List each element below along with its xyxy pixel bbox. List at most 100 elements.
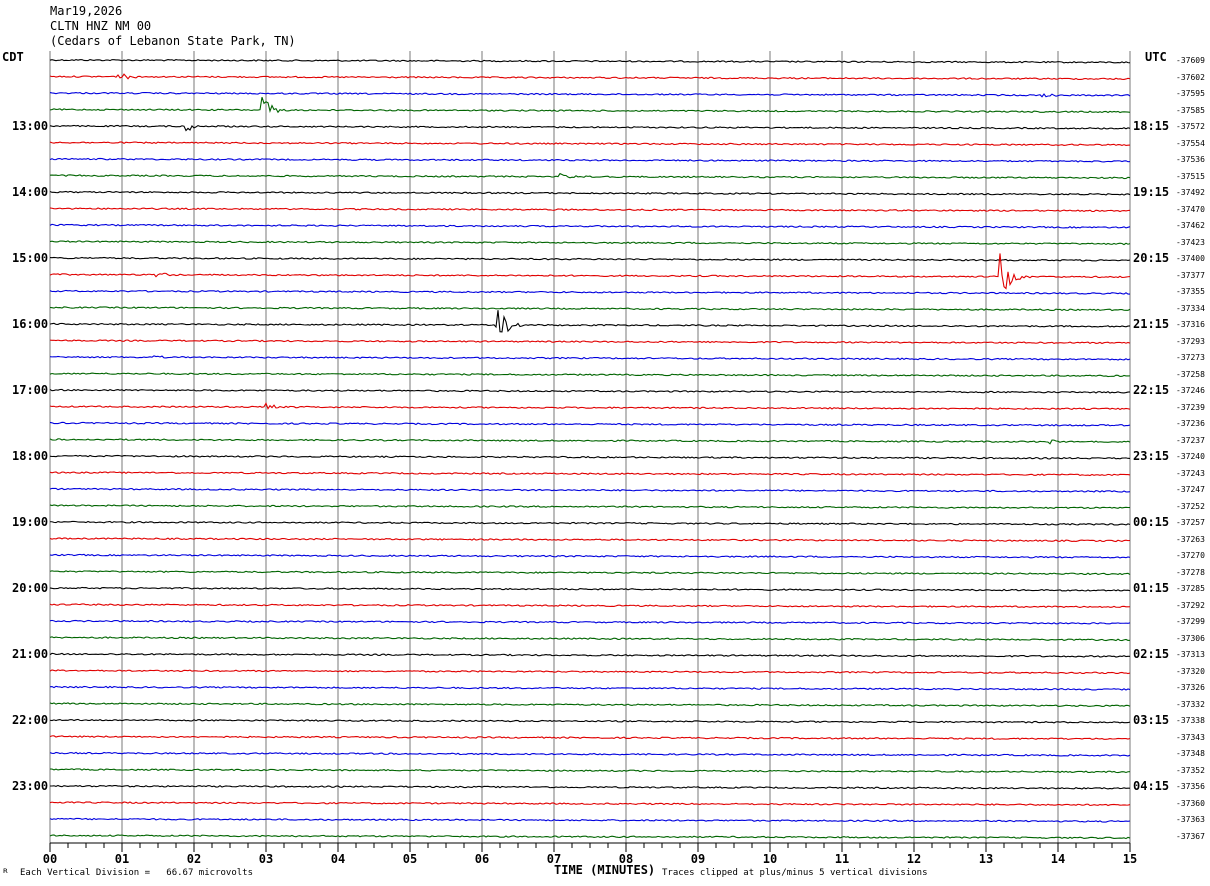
left-hour-label: 17:00 [12, 383, 49, 397]
trace-value-label: -37278 [1176, 567, 1205, 577]
trace-value-label: -37313 [1176, 650, 1205, 659]
trace-line [49, 306, 1131, 312]
trace-value-label: -37273 [1176, 353, 1205, 362]
trace-value-label: -37246 [1176, 386, 1205, 395]
trace-value-label: -37602 [1176, 72, 1205, 82]
x-tick-label: 01 [114, 852, 130, 866]
x-tick-label: 12 [906, 852, 922, 866]
trace-line [49, 702, 1131, 707]
right-timezone: UTC [1145, 50, 1167, 64]
trace-line [49, 669, 1131, 675]
trace-value-label: -37237 [1176, 435, 1205, 445]
right-hour-label: 01:15 [1133, 581, 1170, 595]
trace-value-label: -37332 [1176, 699, 1205, 709]
x-tick-label: 15 [1122, 852, 1138, 866]
trace-line [49, 454, 1131, 460]
right-hour-label: 03:15 [1133, 713, 1170, 727]
right-hour-label: 20:15 [1133, 251, 1170, 265]
trace-line [49, 636, 1131, 642]
right-hour-label: 00:15 [1133, 515, 1170, 529]
x-tick-label: 03 [258, 852, 274, 866]
trace-line [49, 207, 1131, 213]
trace-value-label: -37348 [1176, 749, 1205, 758]
trace-line [49, 471, 1131, 477]
trace-line [49, 817, 1131, 823]
x-tick-label: 09 [690, 852, 706, 866]
trace-line [49, 339, 1131, 345]
trace-line [49, 289, 1131, 295]
trace-value-label: -37423 [1176, 237, 1205, 247]
trace-value-label: -37306 [1176, 633, 1205, 643]
trace-value-label: -37239 [1176, 402, 1205, 412]
left-hour-label: 22:00 [12, 713, 49, 727]
x-tick-label: 11 [834, 852, 850, 866]
trace-value-label: -37400 [1176, 254, 1205, 263]
trace-value-label: -37377 [1176, 270, 1205, 280]
trace-line [49, 91, 1131, 98]
trace-value-label: -37585 [1176, 105, 1205, 115]
vertical-scale-note: Each Vertical Division = 66.67 microvolt… [20, 868, 253, 878]
left-hour-label: 14:00 [12, 185, 49, 199]
trace-line [49, 355, 1131, 361]
trace-value-label: -37470 [1176, 204, 1205, 214]
trace-line [49, 240, 1131, 246]
x-axis-label: TIME (MINUTES) [554, 863, 656, 877]
x-tick-label: 13 [978, 852, 994, 866]
right-hour-label: 04:15 [1133, 779, 1170, 793]
trace-value-label: -37338 [1176, 716, 1205, 725]
right-hour-label: 22:15 [1133, 383, 1170, 397]
trace-value-label: -37236 [1176, 419, 1205, 428]
x-tick-label: 06 [474, 852, 490, 866]
right-hour-label: 23:15 [1133, 449, 1170, 463]
trace-value-label: -37263 [1176, 534, 1205, 544]
trace-value-label: -37536 [1176, 155, 1205, 164]
trace-value-label: -37515 [1176, 171, 1205, 181]
trace-line [49, 504, 1131, 510]
trace-value-label: -37355 [1176, 287, 1205, 296]
trace-value-label: -37343 [1176, 732, 1205, 742]
trace-value-label: -37554 [1176, 138, 1205, 148]
trace-value-label: -37270 [1176, 551, 1205, 560]
trace-line [49, 223, 1131, 229]
x-tick-label: 05 [402, 852, 418, 866]
x-tick-label: 08 [618, 852, 634, 866]
trace-value-label: -37367 [1176, 831, 1205, 841]
trace-line [49, 388, 1131, 394]
trace-line [49, 520, 1131, 526]
trace-value-label: -37320 [1176, 666, 1205, 676]
plot-date: Mar19,2026 [50, 4, 123, 18]
trace-line [49, 157, 1131, 163]
trace-value-label: -37363 [1176, 815, 1205, 824]
trace-value-label: -37595 [1176, 89, 1205, 98]
trace-value-label: -37356 [1176, 782, 1205, 791]
trace-line [49, 73, 1131, 80]
trace-line [49, 58, 1131, 64]
trace-line [49, 401, 1131, 411]
right-hour-label: 19:15 [1133, 185, 1170, 199]
trace-value-label: -37293 [1176, 336, 1205, 346]
trace-value-label: -37352 [1176, 765, 1205, 775]
trace-value-label: -37609 [1176, 56, 1205, 65]
trace-line [49, 172, 1131, 180]
trace-value-label: -37316 [1176, 320, 1205, 329]
trace-value-label: -37334 [1176, 303, 1205, 313]
right-hour-label: 18:15 [1133, 119, 1170, 133]
trace-value-label: -37240 [1176, 452, 1205, 461]
trace-value-label: -37257 [1176, 518, 1205, 527]
trace-line [49, 253, 1131, 290]
trace-line [49, 735, 1131, 741]
scale-mark-icon: ᴿ [2, 866, 10, 880]
trace-value-label: -37247 [1176, 485, 1205, 494]
trace-line [49, 537, 1131, 543]
x-tick-label: 04 [330, 852, 346, 866]
left-hour-label: 23:00 [12, 779, 49, 793]
x-tick-label: 14 [1050, 852, 1066, 866]
trace-value-label: -37292 [1176, 600, 1205, 610]
clip-note: Traces clipped at plus/minus 5 vertical … [662, 868, 928, 878]
trace-line [49, 97, 1131, 114]
trace-value-label: -37572 [1176, 122, 1205, 131]
trace-line [49, 784, 1131, 790]
trace-line [49, 652, 1131, 658]
trace-value-label: -37326 [1176, 683, 1205, 692]
trace-line [49, 438, 1131, 445]
